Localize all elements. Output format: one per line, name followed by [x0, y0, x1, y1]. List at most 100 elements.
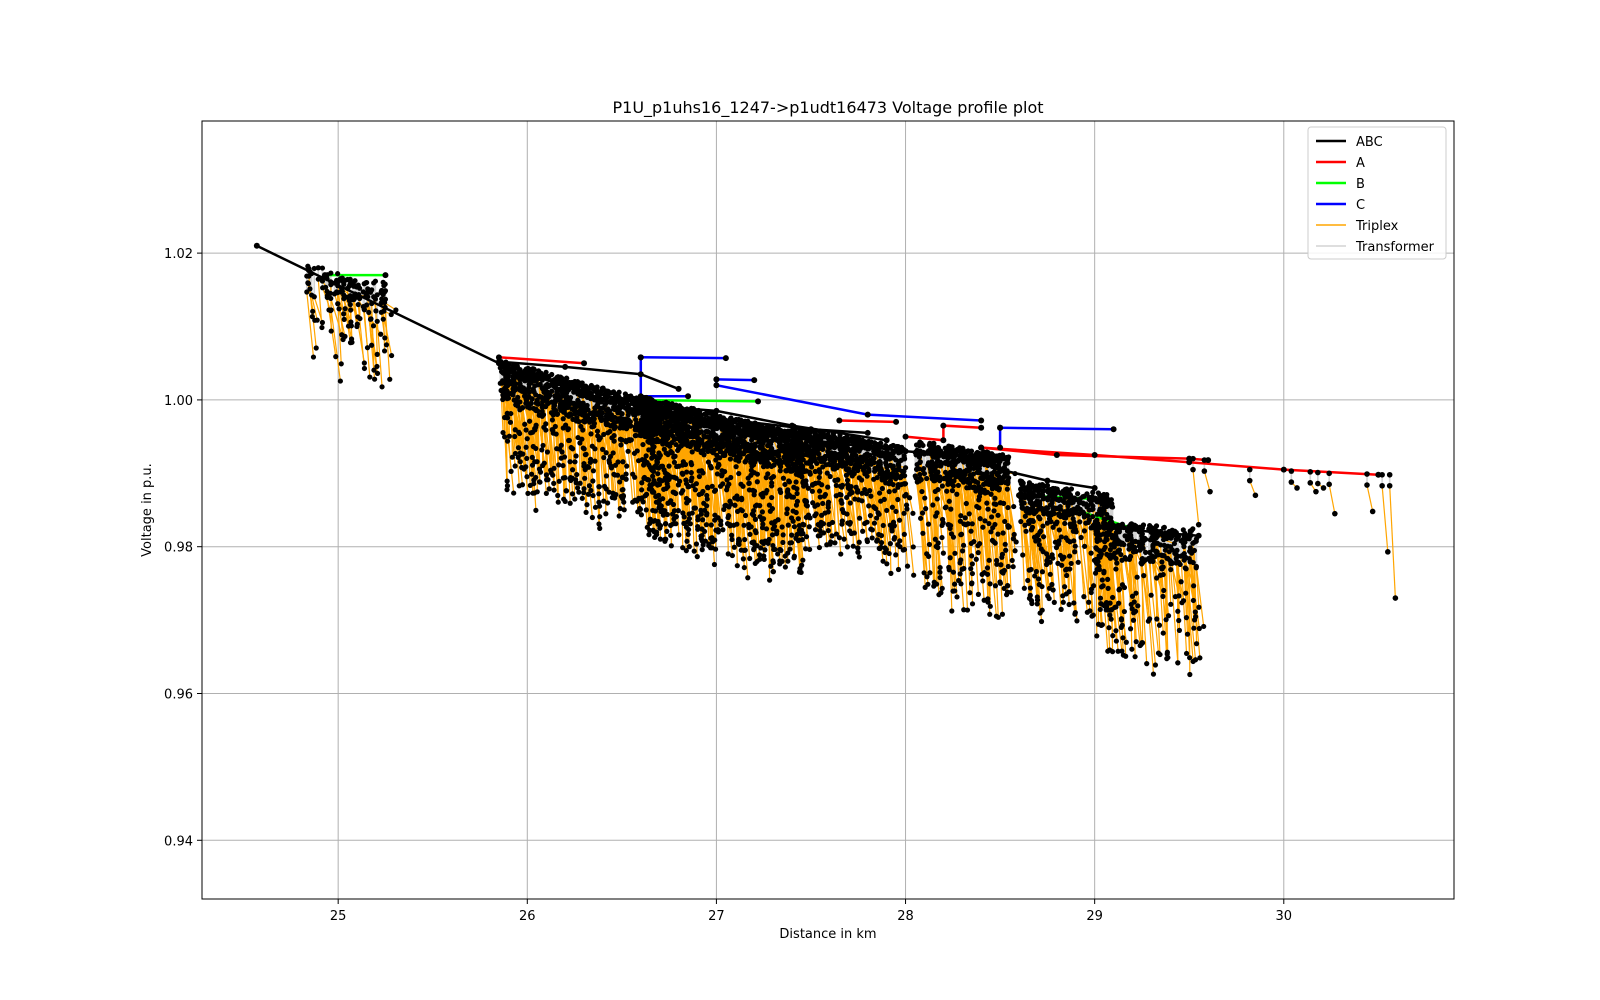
node-point — [581, 486, 587, 492]
triplex-segment — [1106, 554, 1114, 636]
node-point — [572, 496, 578, 502]
node-point — [520, 451, 526, 457]
node-point — [688, 470, 694, 476]
node-point — [583, 509, 589, 515]
triplex-segment — [900, 484, 905, 514]
node-point — [589, 514, 595, 521]
node-point — [590, 492, 596, 499]
triplex-segment — [1082, 512, 1092, 593]
node-point — [315, 265, 321, 271]
node-point — [582, 475, 588, 481]
node-point — [319, 324, 325, 331]
node-point — [501, 360, 508, 367]
node-point — [567, 394, 574, 401]
node-point — [327, 290, 333, 296]
node-point — [580, 400, 586, 406]
triplex-segment — [725, 439, 729, 554]
node-point — [527, 482, 533, 489]
triplex-segment — [880, 473, 887, 550]
node-point — [603, 473, 610, 479]
node-point — [306, 273, 312, 279]
node-point — [619, 475, 626, 481]
node-point — [393, 307, 399, 313]
triplex-segment — [313, 296, 323, 323]
node-point — [620, 493, 626, 499]
node-point — [333, 354, 339, 360]
node-point — [576, 489, 582, 495]
node-point — [563, 488, 569, 494]
node-point — [539, 462, 546, 469]
triplex-segment — [970, 478, 979, 595]
node-point — [596, 503, 603, 509]
node-point — [524, 387, 530, 393]
node-point — [605, 393, 611, 399]
node-point — [573, 418, 580, 424]
node-point — [319, 319, 326, 326]
node-point — [595, 433, 601, 439]
node-point — [605, 500, 611, 506]
node-point — [339, 275, 345, 281]
series-line-c — [1000, 426, 1114, 431]
node-point — [504, 364, 511, 370]
node-point — [517, 367, 523, 373]
node-point — [549, 371, 555, 378]
series-line-c — [640, 356, 726, 360]
node-point — [581, 490, 587, 496]
node-point — [512, 427, 518, 433]
node-point — [563, 398, 569, 404]
triplex-segment — [548, 396, 561, 450]
node-point — [529, 454, 535, 460]
node-point — [596, 437, 602, 443]
triplex-segment — [1366, 484, 1374, 512]
node-point — [513, 362, 519, 368]
node-point — [543, 490, 549, 496]
node-point — [544, 477, 550, 483]
node-point — [357, 295, 363, 302]
node-point — [552, 423, 558, 430]
node-point — [387, 376, 393, 382]
node-point — [388, 311, 394, 318]
node-point — [500, 396, 506, 403]
node-point — [371, 367, 377, 373]
node-point — [371, 376, 378, 382]
node-point — [511, 490, 517, 496]
node-point — [341, 316, 347, 322]
node-point — [535, 401, 541, 407]
node-point — [625, 417, 631, 423]
node-point — [597, 514, 603, 520]
node-point — [366, 309, 372, 315]
node-point — [594, 411, 600, 418]
node-point — [381, 348, 388, 354]
node-point — [580, 427, 586, 433]
node-point — [363, 290, 369, 296]
node-point — [613, 491, 619, 498]
node-point — [551, 465, 557, 471]
node-point — [610, 450, 616, 456]
node-point — [315, 276, 321, 282]
node-point — [705, 459, 712, 465]
node-point — [511, 377, 517, 383]
node-point — [572, 385, 578, 391]
node-point — [342, 306, 348, 312]
node-point — [554, 411, 560, 417]
node-point — [594, 390, 600, 396]
node-point — [378, 288, 384, 295]
node-point — [560, 462, 566, 469]
node-point — [639, 480, 645, 486]
node-point — [607, 453, 614, 460]
node-point — [621, 499, 627, 505]
node-point — [654, 493, 661, 499]
triplex-segment — [953, 480, 965, 610]
node-point — [354, 321, 360, 327]
node-point — [556, 478, 562, 484]
node-point — [326, 307, 332, 313]
node-point — [606, 398, 613, 405]
node-point — [368, 342, 375, 348]
node-point — [533, 507, 539, 513]
triplex-segment — [1195, 567, 1200, 608]
node-point — [534, 459, 540, 465]
node-point — [625, 448, 631, 454]
node-point — [612, 398, 618, 404]
node-point — [319, 278, 326, 284]
